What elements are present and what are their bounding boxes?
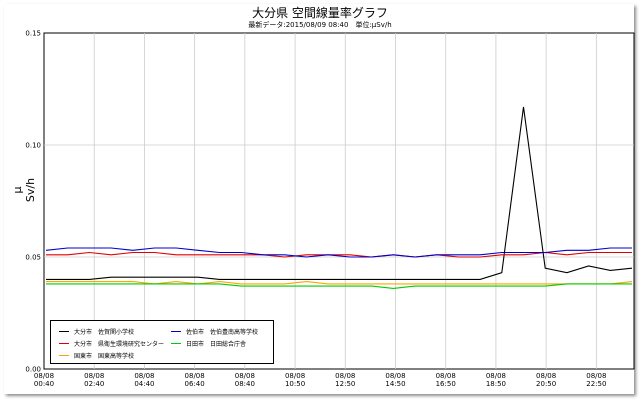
x-tick-time: 06:40 [185, 380, 205, 388]
x-tick-date: 08/08 [385, 372, 405, 380]
x-tick-date: 08/08 [235, 372, 255, 380]
x-tick-date: 08/08 [486, 372, 506, 380]
x-tick-date: 08/08 [436, 372, 456, 380]
chart-title: 大分県 空間線量率グラフ [252, 6, 388, 20]
legend-label: 佐伯市 佐伯豊南高等学校 [186, 329, 259, 336]
x-tick-date: 08/08 [586, 372, 606, 380]
x-tick-time: 12:50 [335, 380, 355, 388]
legend-swatch [59, 331, 69, 332]
legend-item-2: 国東市 国東高等学校 [59, 351, 134, 360]
series-line-0 [46, 106, 633, 280]
x-tick-date: 08/08 [34, 372, 54, 380]
legend-swatch [59, 355, 69, 356]
series-line-2 [46, 281, 633, 285]
x-tick-time: 20:50 [536, 380, 556, 388]
x-tick-date: 08/08 [185, 372, 205, 380]
series-line-1 [46, 251, 632, 258]
x-tick-date: 08/08 [335, 372, 355, 380]
y-tick-label: 0.00 [25, 366, 41, 374]
x-tick-date: 08/08 [134, 372, 154, 380]
x-tick-time: 14:50 [385, 380, 405, 388]
y-tick-label: 0.15 [25, 30, 41, 38]
legend-label: 日田市 日田総合庁舎 [186, 341, 247, 348]
x-tick-date: 08/08 [536, 372, 556, 380]
x-tick-time: 00:40 [34, 380, 54, 388]
chart-legend: 大分市 佐賀関小学校大分市 県衛生環境研究センター 国東市 国東高等学校 佐伯市 佐… [50, 320, 274, 364]
y-tick-label: 0.10 [25, 142, 41, 150]
legend-swatch [171, 331, 181, 332]
series-line-3 [45, 247, 632, 258]
x-tick-date: 08/08 [84, 372, 104, 380]
x-tick-date: 08/08 [285, 372, 305, 380]
series-line-4 [46, 283, 632, 289]
y-tick-label: 0.05 [25, 254, 41, 262]
x-tick-time: 22:50 [586, 380, 606, 388]
x-tick-time: 04:40 [134, 380, 154, 388]
x-tick-time: 08:40 [235, 380, 255, 388]
legend-item-3: 佐伯市 佐伯豊南高等学校 [171, 327, 258, 336]
legend-item-0: 大分市 佐賀関小学校 [59, 327, 134, 336]
legend-swatch [59, 343, 69, 344]
legend-item-4: 日田市 日田総合庁舎 [171, 339, 246, 348]
legend-label: 国東市 国東高等学校 [74, 353, 135, 360]
legend-label: 大分市 県衛生環境研究センター [74, 341, 165, 348]
plot-area [43, 32, 635, 370]
chart-subtitle: 最新データ:2015/08/09 08:40 単位:μSv/h [248, 21, 392, 29]
legend-swatch [171, 343, 181, 344]
x-tick-time: 10:50 [285, 380, 305, 388]
legend-label: 大分市 佐賀関小学校 [74, 329, 135, 336]
x-tick-time: 02:40 [84, 380, 104, 388]
legend-item-1: 大分市 県衛生環境研究センター [59, 339, 164, 348]
x-tick-time: 18:50 [486, 380, 506, 388]
x-tick-time: 16:50 [436, 380, 456, 388]
